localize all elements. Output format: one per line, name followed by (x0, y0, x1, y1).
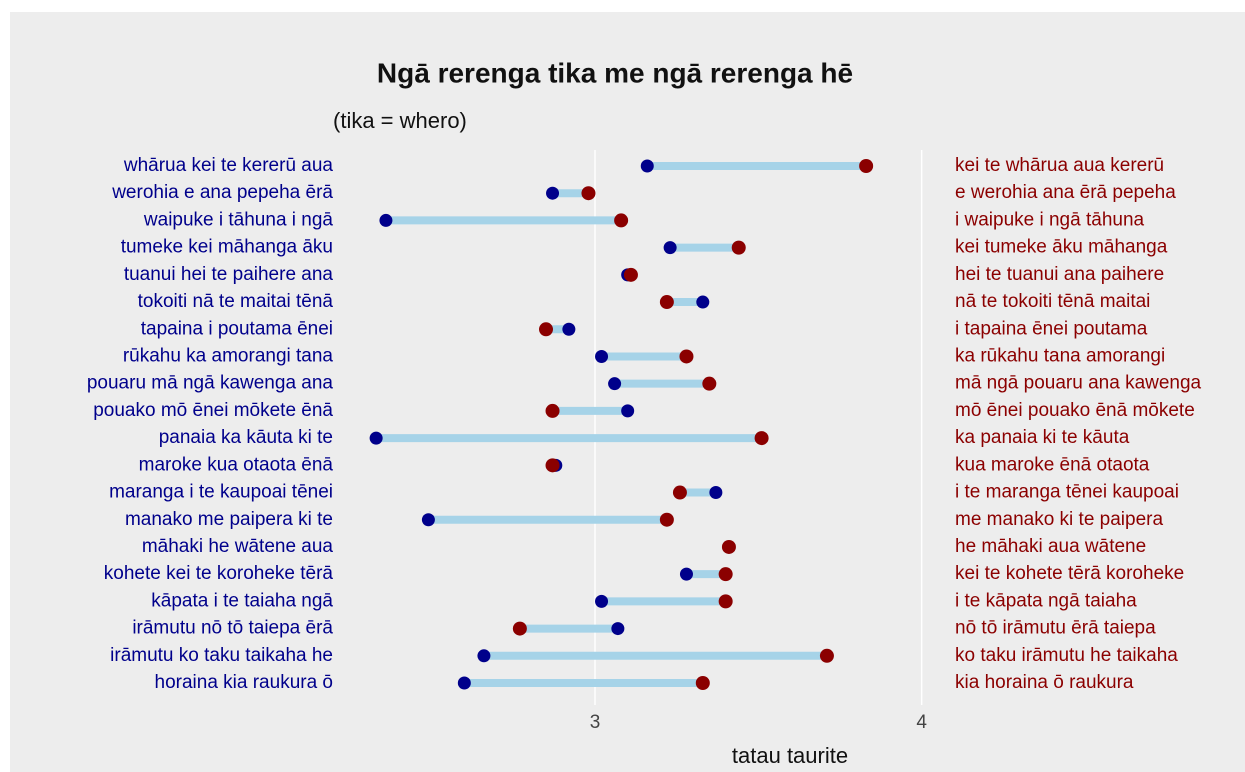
point (702, 376, 717, 391)
point (581, 186, 596, 201)
point (659, 512, 674, 527)
x-tick-label: 4 (916, 712, 927, 733)
chart-title: Ngā rerenga tika me ngā rerenga hē (377, 57, 853, 88)
row-label: i te kāpata ngā taiaha (955, 590, 1137, 611)
row-label: nō tō irāmutu ērā taiepa (955, 618, 1156, 639)
row-label: maroke kua otaota ēnā (139, 454, 334, 475)
point (595, 594, 609, 608)
row-label: manako me paipera ki te (125, 509, 333, 530)
point (477, 649, 491, 663)
row-label: tapaina i poutama ēnei (141, 318, 333, 339)
point (640, 159, 654, 173)
point (679, 567, 693, 581)
point (562, 322, 576, 336)
row-label: whārua kei te kererū aua (123, 155, 334, 176)
point (421, 513, 435, 527)
row-label: māhaki he wātene aua (142, 536, 334, 557)
row-label: he māhaki aua wātene (955, 536, 1146, 557)
point (457, 676, 471, 690)
point (369, 431, 383, 445)
point (621, 404, 635, 418)
row-label: kia horaina ō raukura (955, 672, 1134, 693)
point (672, 485, 687, 500)
x-tick-label: 3 (590, 712, 601, 733)
row-label: hei te tuanui ana paihere (955, 264, 1164, 285)
point (539, 322, 553, 337)
row-label: nā te tokoiti tēnā maitai (955, 291, 1150, 312)
row-label: tokoiti nā te maitai tēnā (138, 291, 334, 312)
point (695, 676, 710, 690)
row-label: kohete kei te koroheke tērā (104, 563, 334, 584)
point (721, 539, 736, 554)
row-label: e werohia ana ērā pepeha (955, 182, 1176, 203)
row-label: ko taku irāmutu he taikaha (955, 645, 1178, 666)
row-label: kāpata i te taiaha ngā (151, 590, 333, 611)
point (709, 486, 723, 500)
point (546, 186, 560, 200)
point (718, 567, 733, 582)
point (512, 621, 527, 636)
row-label: rūkahu ka amorangi tana (123, 345, 334, 366)
point (754, 431, 769, 446)
point (608, 377, 622, 391)
point (718, 594, 733, 609)
point (614, 213, 629, 228)
row-label: kei te kohete tērā koroheke (955, 563, 1184, 584)
row-label: pouaru mā ngā kawenga ana (87, 373, 334, 394)
row-label: pouako mō ēnei mōkete ēnā (93, 400, 333, 421)
point (663, 241, 677, 255)
point (659, 295, 674, 310)
row-label: ka panaia ki te kāuta (955, 427, 1130, 448)
row-label: irāmutu nō tō taiepa ērā (132, 618, 333, 639)
row-label: maranga i te kaupoai tēnei (109, 482, 333, 503)
row-label: ka rūkahu tana amorangi (955, 345, 1165, 366)
row-label: i waipuke i ngā tāhuna (955, 209, 1145, 230)
row-label: irāmutu ko taku taikaha he (110, 645, 333, 666)
row-label: tuanui hei te paihere ana (124, 264, 334, 285)
point (545, 403, 560, 418)
row-label: panaia ka kāuta ki te (159, 427, 333, 448)
row-label: waipuke i tāhuna i ngā (143, 209, 334, 230)
row-label: tumeke kei māhanga āku (121, 237, 333, 258)
row-label: werohia e ana pepeha ērā (111, 182, 333, 203)
row-label: mā ngā pouaru ana kawenga (955, 373, 1202, 394)
point (731, 240, 746, 255)
chart-subtitle: (tika = whero) (333, 108, 467, 133)
point (819, 648, 834, 663)
point (611, 622, 625, 636)
point (595, 349, 609, 363)
point (696, 295, 710, 309)
row-label: kua maroke ēnā otaota (955, 454, 1150, 475)
point (379, 213, 393, 227)
row-label: kei tumeke āku māhanga (955, 237, 1168, 258)
point (623, 267, 638, 282)
row-label: i te maranga tēnei kaupoai (955, 482, 1179, 503)
row-label: horaina kia raukura ō (155, 672, 334, 693)
background (10, 12, 1245, 772)
x-axis-label: tatau taurite (732, 743, 848, 768)
point (859, 159, 874, 173)
point (679, 349, 694, 364)
row-label: kei te whārua aua kererū (955, 155, 1164, 176)
point (545, 458, 560, 473)
row-label: i tapaina ēnei poutama (955, 318, 1148, 339)
row-label: mō ēnei pouako ēnā mōkete (955, 400, 1195, 421)
row-label: me manako ki te paipera (955, 509, 1163, 530)
